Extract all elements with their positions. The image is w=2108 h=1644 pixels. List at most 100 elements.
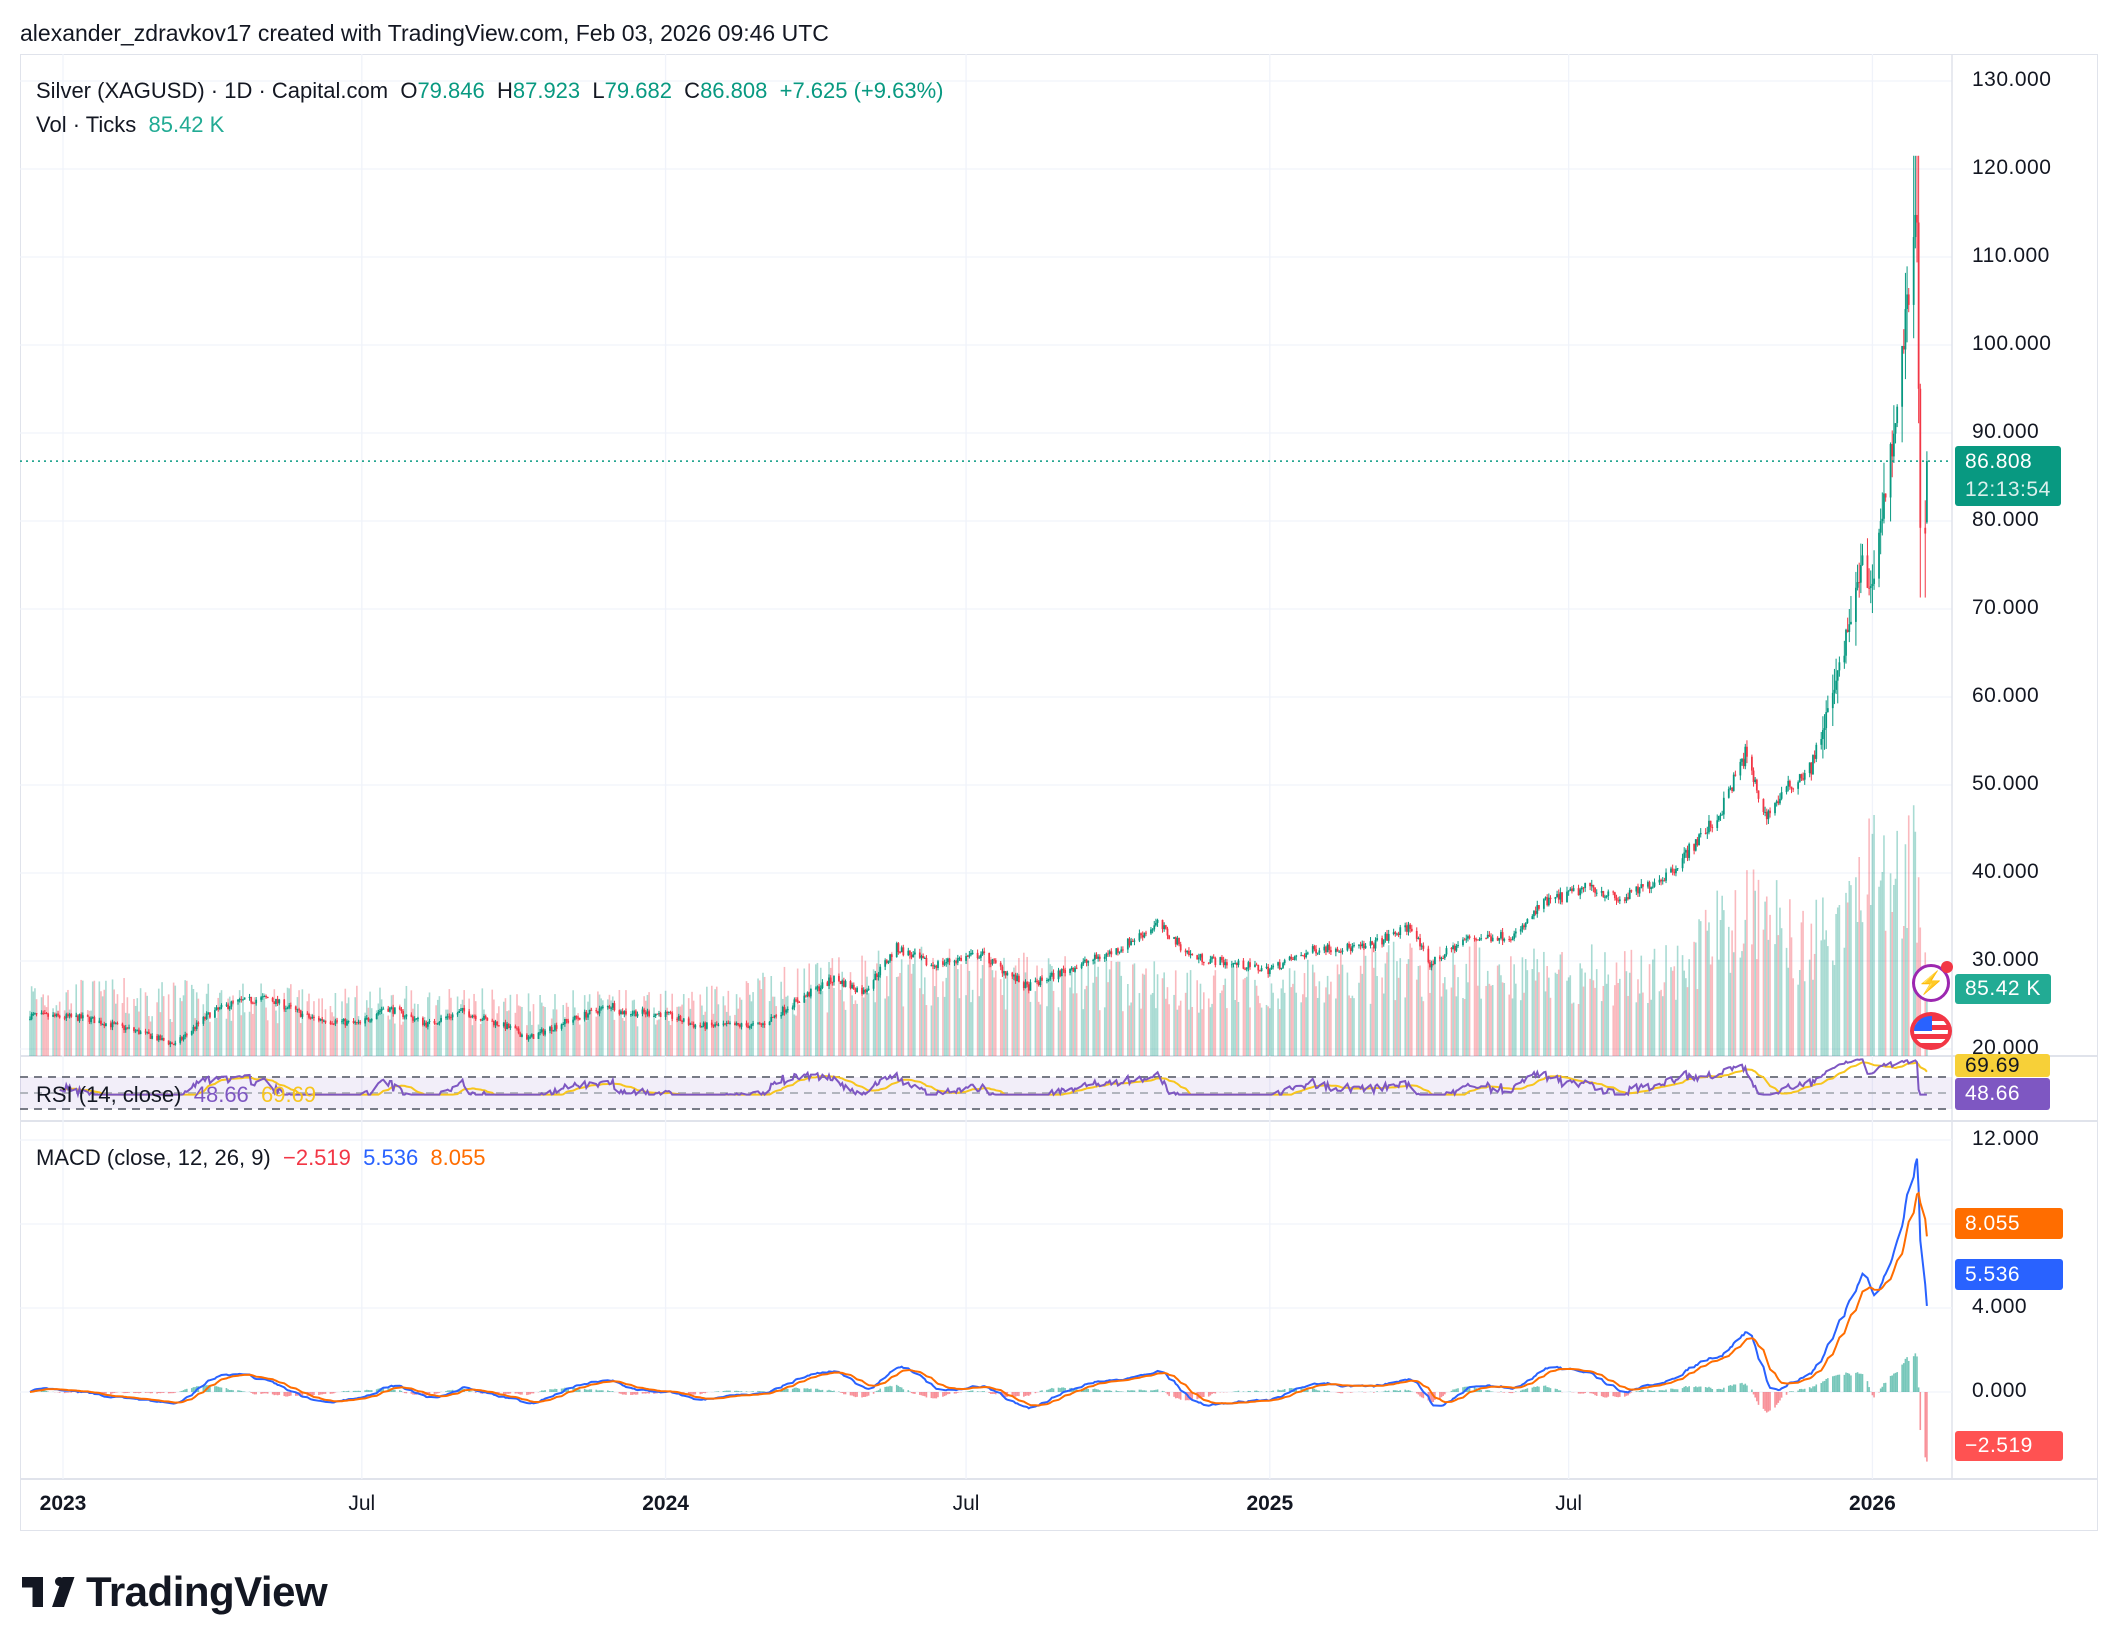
candle-body: [1303, 955, 1306, 958]
candle-body: [1039, 977, 1042, 986]
candle-body: [714, 1024, 717, 1027]
candle-body: [1330, 950, 1332, 953]
candle: [76, 1014, 79, 1022]
tradingview-logo[interactable]: TradingView: [22, 1568, 328, 1616]
candle: [1764, 806, 1767, 817]
candle-body: [1027, 984, 1030, 991]
candle-body: [1916, 214, 1918, 223]
candle: [1049, 972, 1052, 981]
candle-body: [123, 1025, 125, 1031]
candle-body: [1191, 953, 1194, 956]
candle: [400, 1006, 403, 1014]
candle: [909, 950, 911, 959]
candle: [204, 1016, 206, 1021]
candle: [517, 1026, 520, 1035]
candle: [694, 1023, 697, 1030]
candle-body: [1924, 527, 1927, 534]
symbol-title[interactable]: Silver (XAGUSD) · 1D · Capital.com: [36, 78, 389, 103]
candle: [1399, 924, 1402, 939]
candle-body: [1754, 779, 1757, 782]
candle-body: [180, 1037, 183, 1040]
candle-body: [1189, 953, 1192, 955]
lightning-event-icon[interactable]: ⚡: [1912, 961, 1953, 1002]
candle-body: [413, 1019, 416, 1021]
candle-body: [179, 1037, 182, 1043]
macd-title[interactable]: MACD (close, 12, 26, 9): [36, 1145, 271, 1170]
candle: [1434, 956, 1436, 965]
candle-body: [1820, 739, 1823, 745]
candle-body: [463, 1007, 466, 1012]
candle-body: [1777, 801, 1780, 804]
candle-body: [1478, 939, 1481, 941]
candle: [798, 1000, 801, 1003]
candle-body: [1681, 858, 1684, 869]
candle-body: [578, 1018, 581, 1020]
candle-body: [573, 1015, 576, 1020]
candle-body: [218, 1007, 221, 1010]
candle: [913, 949, 916, 955]
candle-body: [111, 1022, 114, 1028]
rsi-title[interactable]: RSI (14, close): [36, 1082, 182, 1107]
candle-body: [492, 1020, 495, 1026]
candle: [1226, 959, 1228, 969]
us-flag-event-icon[interactable]: [1910, 1012, 1952, 1050]
candle-body: [1151, 929, 1154, 931]
candle-body: [192, 1027, 195, 1031]
candle-body: [1491, 937, 1494, 942]
candle-body: [507, 1023, 510, 1028]
candle-body: [1292, 958, 1294, 960]
candle-body: [1638, 888, 1641, 894]
candle: [298, 1007, 300, 1013]
candle: [965, 952, 967, 965]
volume-title[interactable]: Vol · Ticks: [36, 112, 137, 137]
candle-body: [86, 1015, 89, 1017]
candle-body: [771, 1016, 774, 1018]
candle: [841, 979, 844, 987]
candle: [1278, 959, 1281, 971]
candle: [352, 1018, 355, 1024]
candle: [1247, 960, 1250, 972]
candle-body: [1612, 891, 1615, 893]
candle: [1780, 786, 1783, 801]
candle-body: [134, 1030, 137, 1032]
candle: [230, 1000, 233, 1010]
candle: [1376, 934, 1379, 942]
candle: [654, 1013, 657, 1019]
time-axis-label: 2024: [642, 1492, 689, 1515]
candle: [1346, 942, 1349, 952]
candle-body: [1348, 943, 1350, 948]
candle-body: [121, 1023, 124, 1026]
candle-body: [956, 958, 959, 963]
candle-body: [1739, 761, 1742, 776]
candle: [483, 1014, 485, 1021]
candle-body: [113, 1022, 116, 1024]
candle: [796, 997, 799, 1004]
tradingview-logo-icon: [22, 1577, 75, 1607]
candle-body: [251, 1002, 254, 1004]
candle-body: [724, 1023, 726, 1025]
candle-body: [149, 1033, 152, 1039]
candle-body: [1465, 938, 1468, 940]
candle-body: [1237, 960, 1240, 966]
candle: [1831, 674, 1834, 727]
candle-body: [717, 1024, 720, 1026]
candle: [1315, 945, 1317, 957]
candle: [265, 994, 267, 999]
candle-body: [1272, 965, 1275, 968]
candle-body: [1128, 938, 1131, 946]
candle: [634, 1009, 637, 1017]
candle: [550, 1025, 553, 1034]
candle: [433, 1018, 436, 1025]
candle-body: [1744, 746, 1747, 767]
candle-body: [260, 997, 263, 1000]
candle: [1305, 949, 1308, 959]
candle-body: [526, 1034, 528, 1040]
candle-body: [1722, 797, 1725, 815]
candle-body: [459, 1009, 462, 1011]
candle: [1790, 786, 1793, 794]
candle: [608, 1004, 611, 1009]
candle-body: [1699, 832, 1702, 835]
candle: [184, 1031, 187, 1040]
candle-body: [1485, 938, 1487, 940]
